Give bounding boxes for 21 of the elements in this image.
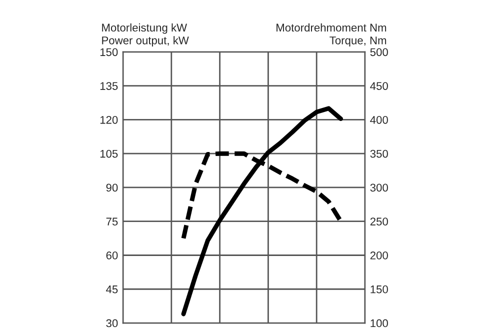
y-tick-label: 90 — [106, 184, 118, 192]
line-series — [181, 106, 344, 316]
y2-tick-label: 150 — [370, 285, 388, 294]
y2-axis-title: Motordrehmoment Nm Torque, Nm — [276, 23, 386, 47]
y2-tick-label: 250 — [370, 218, 388, 226]
y2-tick-label: 200 — [370, 252, 388, 260]
y-tick-label: 135 — [100, 82, 118, 90]
y-tick-label: 75 — [106, 218, 118, 226]
y-tick-label: 60 — [106, 252, 118, 260]
y-tick-label: 150 — [100, 48, 118, 56]
y-tick-label: 120 — [100, 116, 118, 124]
y2-tick-label: 450 — [370, 82, 388, 90]
y-tick-label: 30 — [106, 319, 118, 328]
y2-tick-label: 350 — [370, 150, 388, 158]
y2-tick-label: 300 — [370, 184, 388, 192]
y-tick-label: 45 — [106, 286, 118, 294]
y-axis-title: Motorleistung kW Power output, kW — [102, 23, 189, 47]
y2-tick-label: 500 — [370, 48, 388, 56]
y2-tick-label: 100 — [370, 319, 388, 328]
y-tick-label: 105 — [100, 150, 118, 158]
y2-tick-label: 400 — [370, 116, 388, 124]
